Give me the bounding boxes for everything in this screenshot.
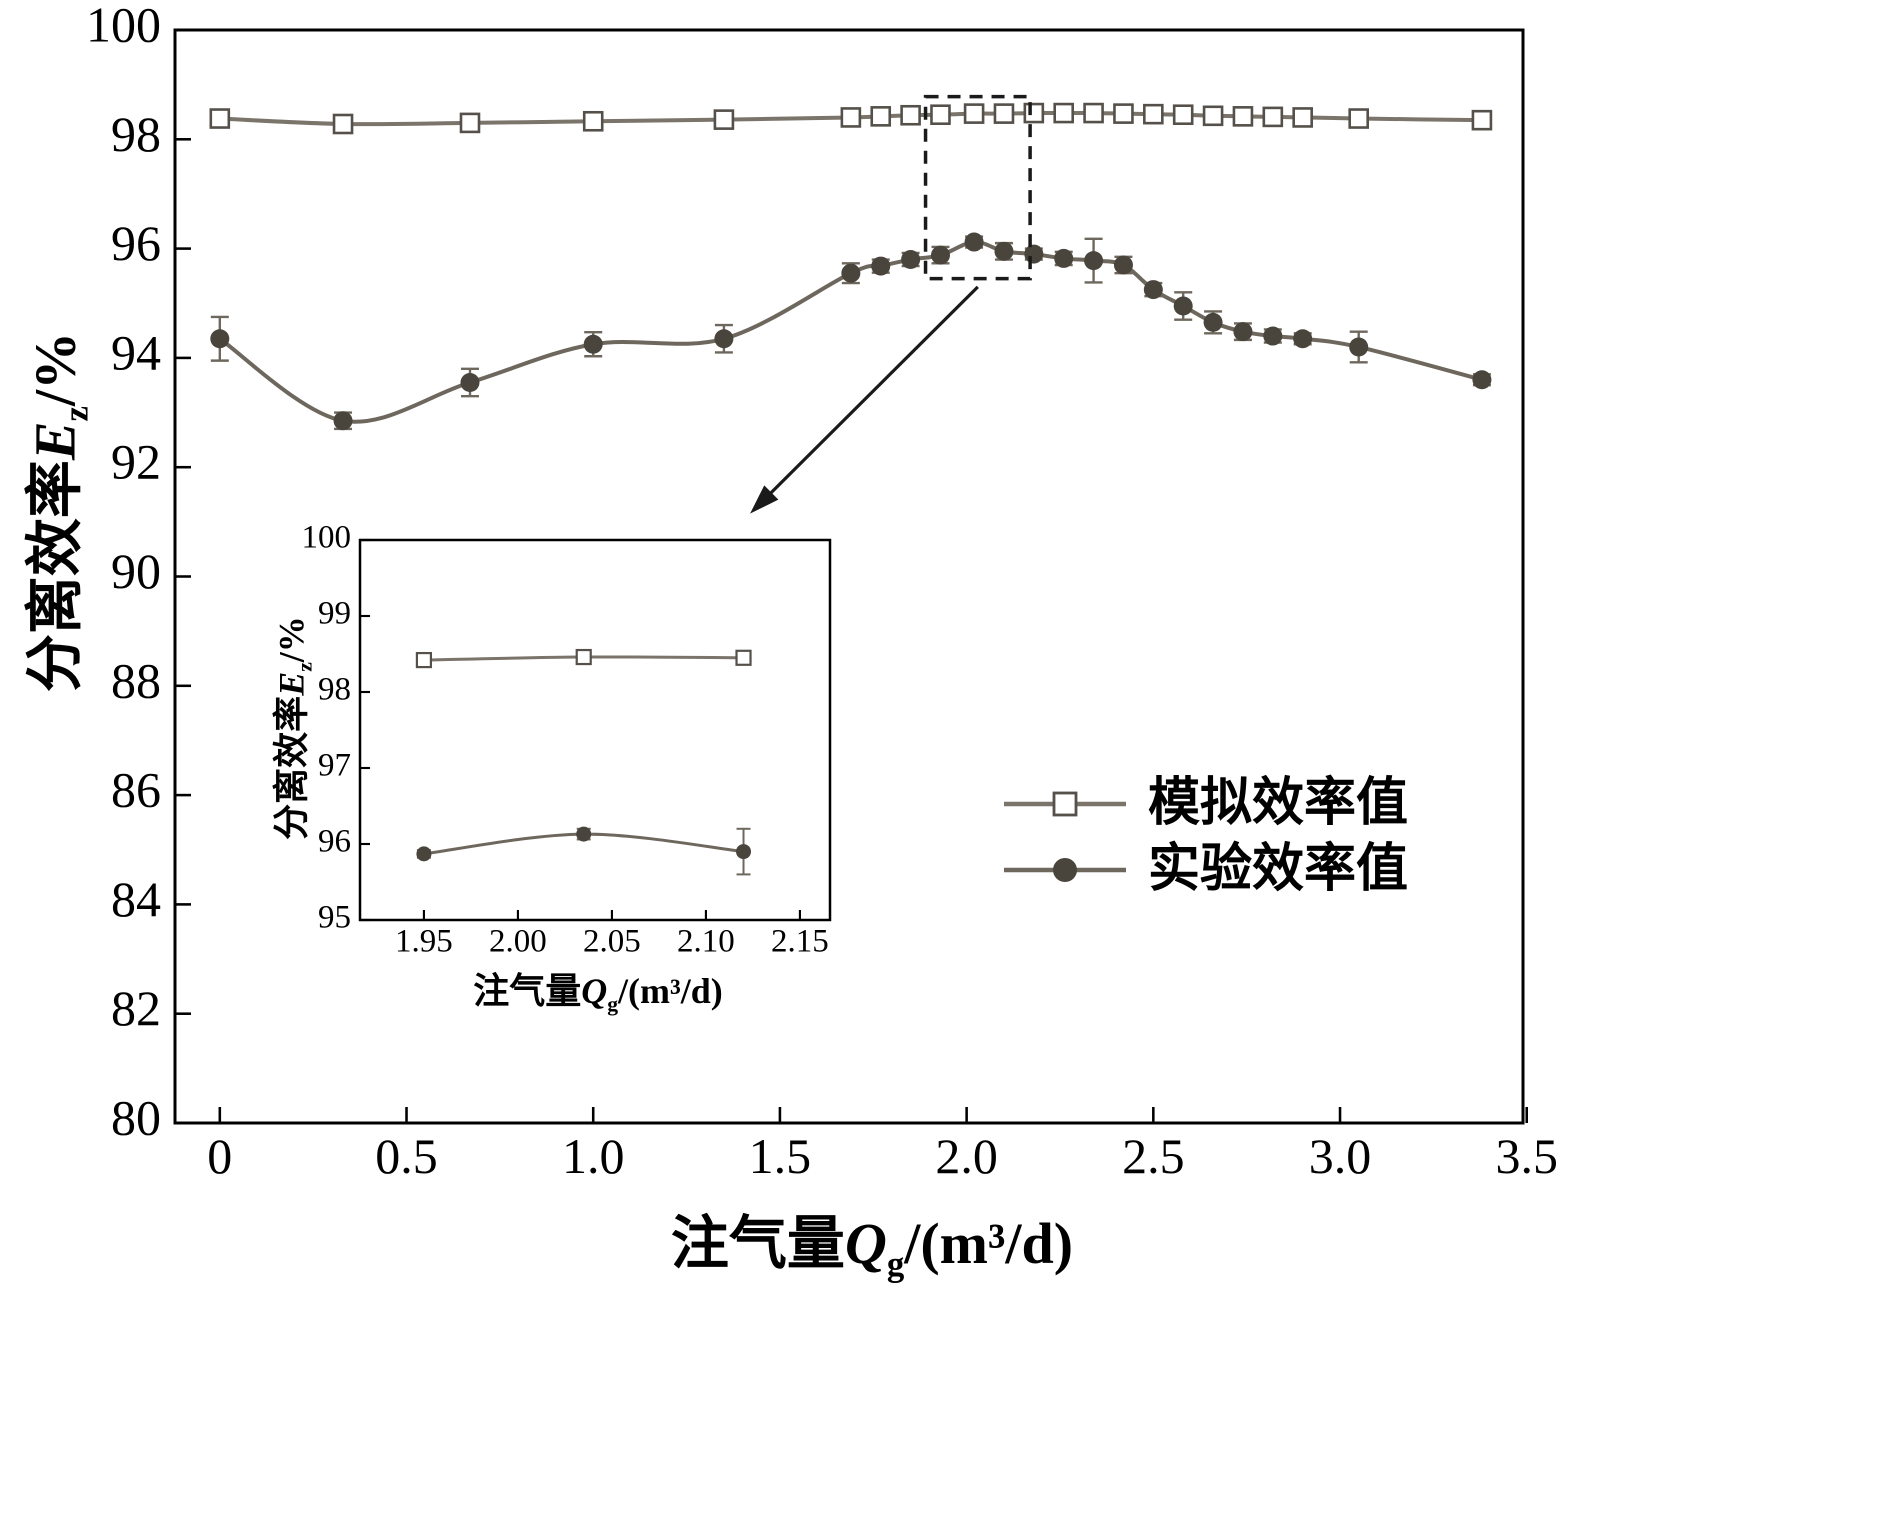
inset-plot-x-tick-label: 2.10 <box>677 923 735 959</box>
zoom-arrow <box>761 285 979 503</box>
legend: 模拟效率值 实验效率值 <box>1000 778 1408 896</box>
inset-plot-y-tick-label: 99 <box>318 596 351 632</box>
inset-plot-y-tick-label: 100 <box>302 520 352 556</box>
inset-plot-frame <box>358 538 832 922</box>
main-plot-y-tick-label: 88 <box>111 652 161 708</box>
main-plot-x-tick-label: 0.5 <box>375 1128 438 1184</box>
inset-plot-y-tick-label: 98 <box>318 672 351 708</box>
main-plot-y-tick-label: 86 <box>111 762 161 818</box>
legend-item-simulated: 模拟效率值 <box>1000 778 1408 830</box>
main-plot-x-tick-label: 0 <box>207 1128 232 1184</box>
inset-plot-y-tick-label: 95 <box>318 900 351 936</box>
inset-plot-y-tick-label: 97 <box>318 748 351 784</box>
legend-label-experimental: 实验效率值 <box>1148 841 1409 898</box>
y-axis-title: 分离效率Ez/% <box>22 331 96 693</box>
main-plot-y-tick-label: 98 <box>111 106 161 162</box>
main-plot-y-tick-label: 100 <box>86 0 161 52</box>
main-plot-y-tick-label: 92 <box>111 434 161 490</box>
x-axis-title-text: 注气量 <box>670 1211 845 1276</box>
main-plot-y-tick-label: 80 <box>111 1089 161 1145</box>
inset-plot-y-tick-label: 96 <box>318 824 351 860</box>
inset-x-axis-title: 注气量Qg/(m³/d) <box>473 971 723 1017</box>
zoom-arrow-head <box>750 485 779 514</box>
main-plot-x-tick-label: 1.0 <box>562 1128 625 1184</box>
inset-y-axis-title: 分离效率Ez/% <box>271 616 317 840</box>
legend-marker-square-icon <box>1004 791 1126 817</box>
main-plot-y-tick-label: 96 <box>111 215 161 271</box>
legend-marker-circle-icon <box>1004 858 1126 882</box>
main-plot-y-tick-label: 94 <box>111 324 161 380</box>
inset-plot: 1.95 2.00 2.05 2.10 2.15 95 96 97 98 99 100 <box>302 520 832 959</box>
inset-plot-x-tick-label: 2.00 <box>489 923 547 959</box>
main-plot-x-tick-label: 2.0 <box>935 1128 998 1184</box>
legend-label-simulated: 模拟效率值 <box>1148 775 1409 832</box>
main-plot-x-tick-label: 2.5 <box>1122 1128 1185 1184</box>
legend-item-experimental: 实验效率值 <box>1000 844 1408 896</box>
main-plot: 0 0.5 1.0 1.5 2.0 2.5 3.0 3.5 80 82 84 86 88 90 92 94 96… <box>86 0 1558 1184</box>
inset-plot-x-tick-label: 2.15 <box>771 923 829 959</box>
y-axis-title-text: 分离效率 <box>22 460 88 693</box>
main-plot-x-tick-label: 1.5 <box>749 1128 812 1184</box>
main-plot-x-tick-label: 3.0 <box>1309 1128 1372 1184</box>
inset-plot-x-tick-label: 1.95 <box>395 923 453 959</box>
main-plot-y-tick-label: 90 <box>111 543 161 599</box>
x-axis-title: 注气量Qg/(m³/d) <box>670 1211 1074 1284</box>
zoom-region-rect <box>923 94 1032 281</box>
inset-plot-x-tick-label: 2.05 <box>583 923 641 959</box>
main-plot-x-tick-label: 3.5 <box>1495 1128 1558 1184</box>
main-plot-y-tick-label: 84 <box>111 871 161 927</box>
main-plot-y-tick-label: 82 <box>111 980 161 1036</box>
